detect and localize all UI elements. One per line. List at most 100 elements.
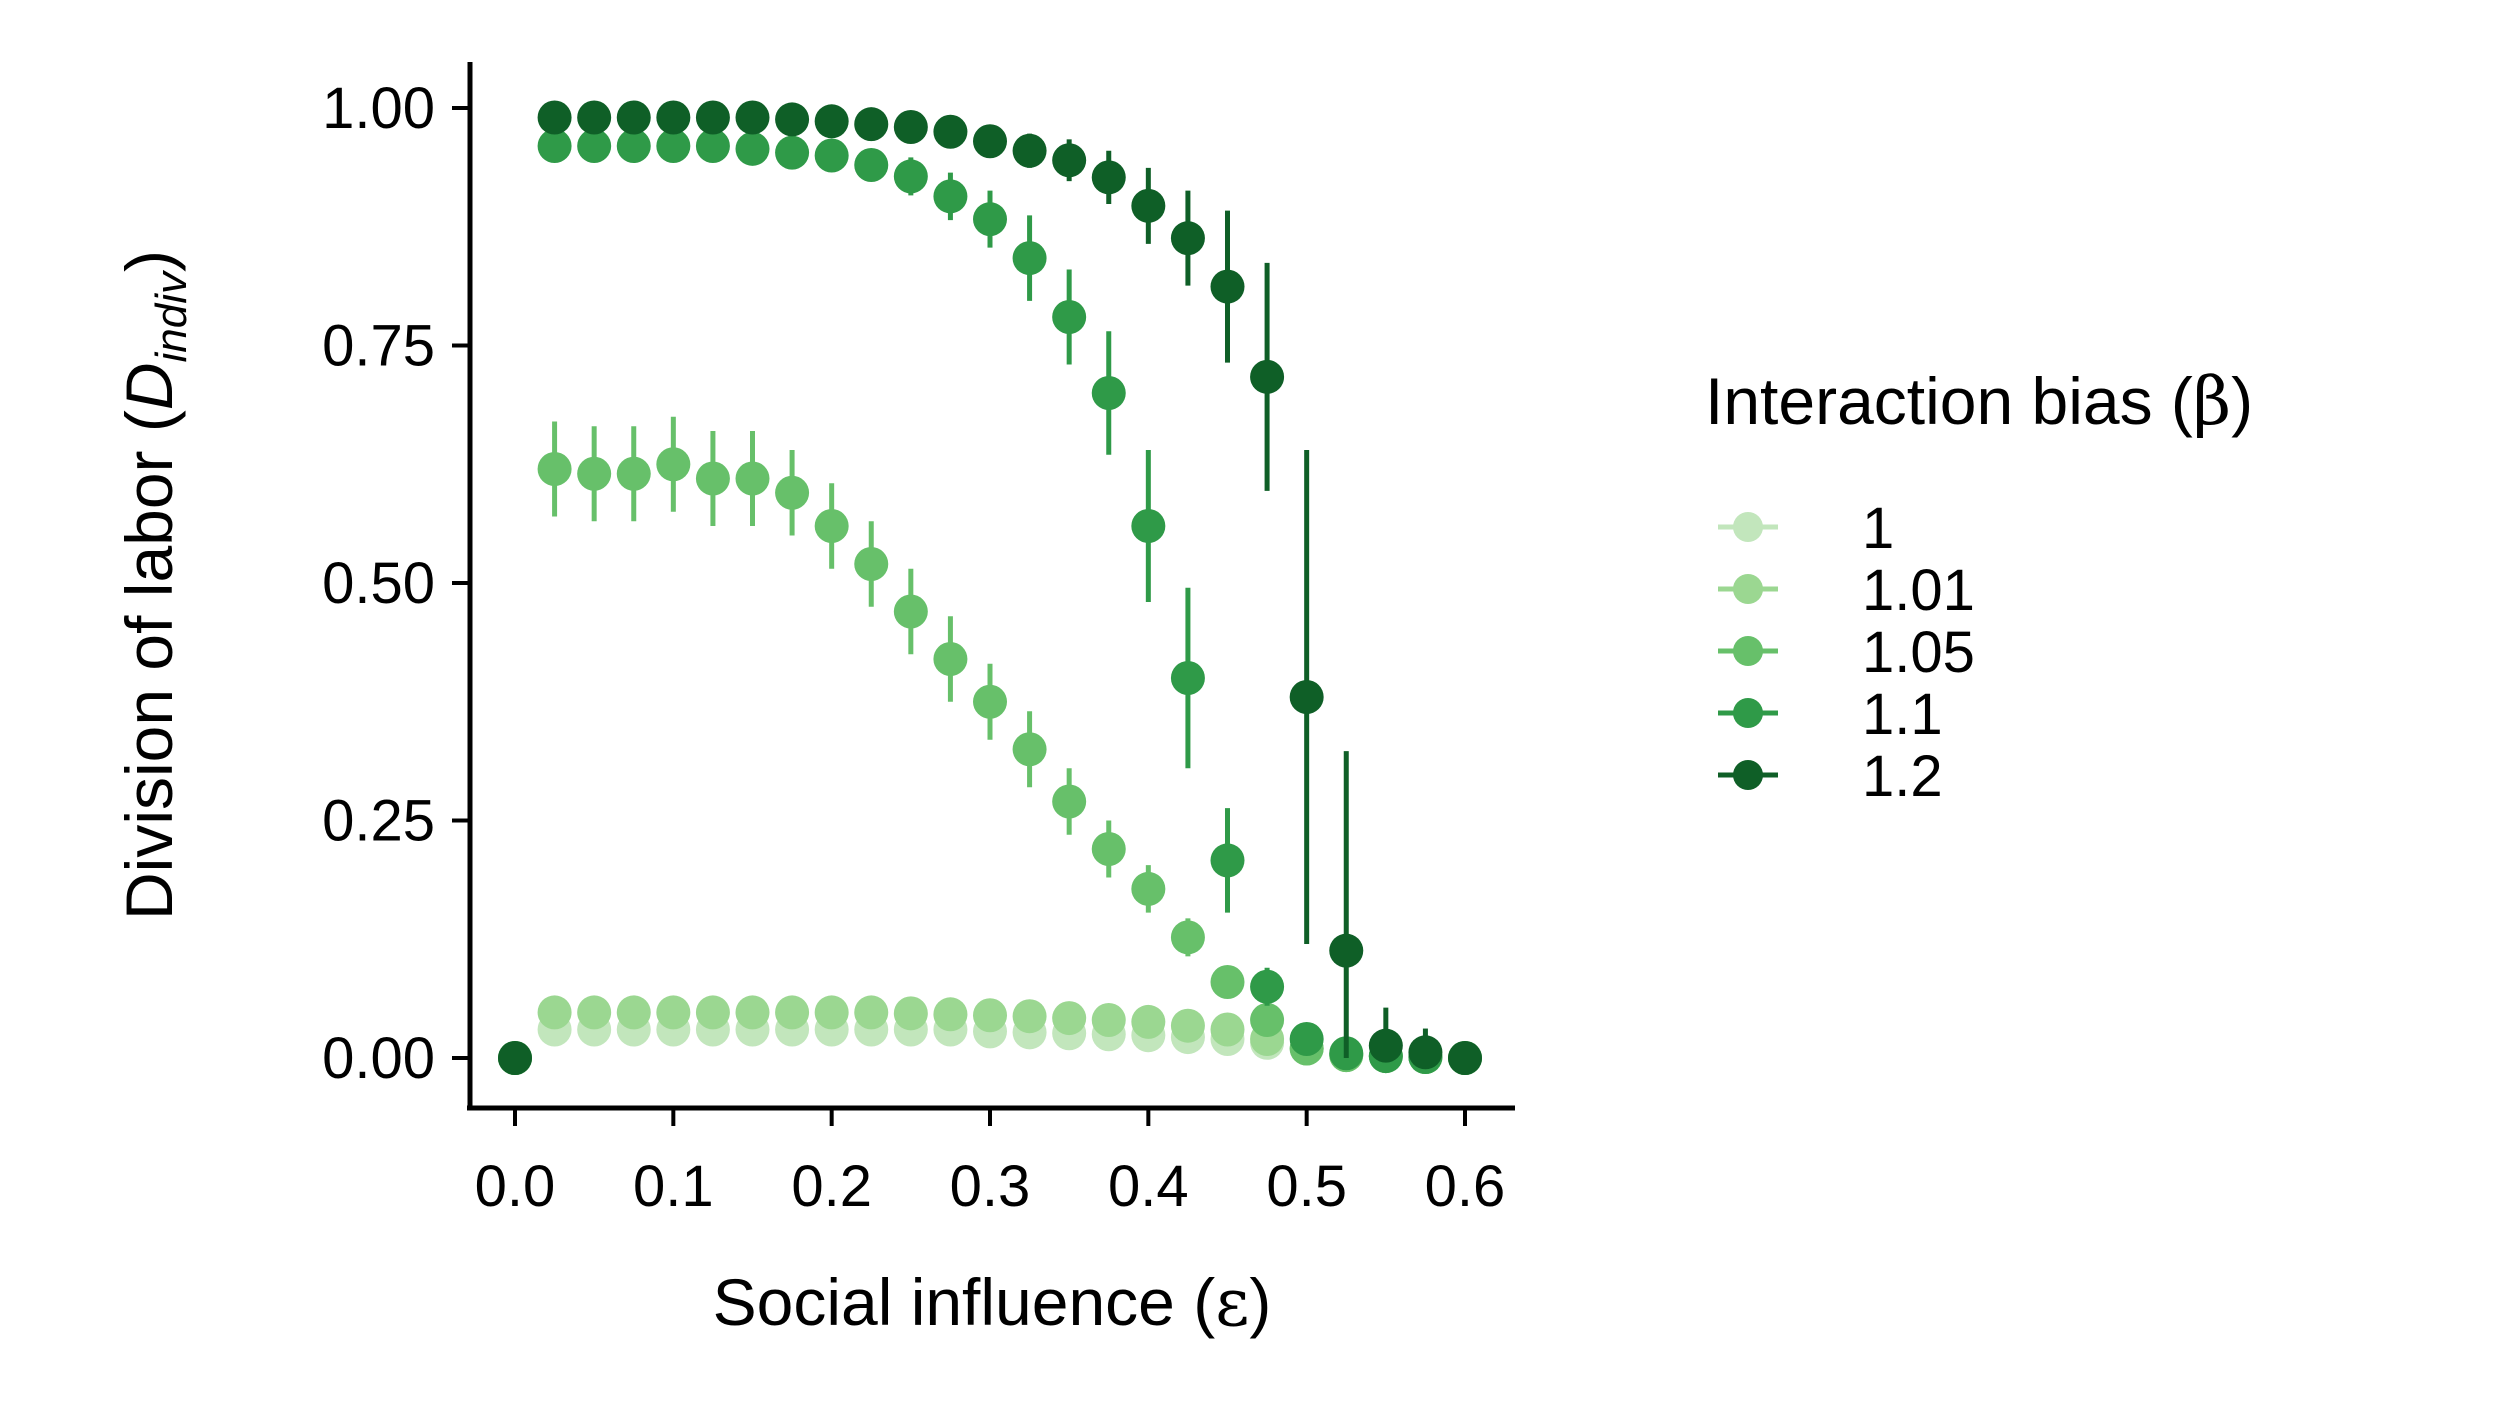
data-point (577, 995, 612, 1030)
data-point (1289, 1022, 1324, 1056)
legend-key-point (1733, 574, 1763, 604)
legend-item-1.01: 1.01 (1718, 558, 1975, 623)
data-point (1131, 871, 1166, 906)
data-point (1091, 832, 1126, 866)
data-point (973, 124, 1007, 159)
legend-title-symbol: β (2193, 363, 2231, 440)
data-point (775, 135, 810, 170)
data-point (735, 461, 770, 496)
data-point (656, 995, 691, 1030)
data-point (577, 100, 612, 135)
data-point (1170, 920, 1205, 955)
data-point (973, 998, 1007, 1033)
data-point (1250, 969, 1285, 1004)
legend-title: Interaction bias (β) (1705, 363, 2253, 440)
data-point (537, 995, 572, 1030)
x-tick-label: 0.3 (950, 1154, 1031, 1219)
legend-key-point (1733, 512, 1763, 542)
data-point (1131, 188, 1166, 223)
data-point (1368, 1028, 1403, 1063)
legend-key-point (1733, 698, 1763, 728)
data-point (616, 995, 651, 1030)
legend: 11.011.051.11.2 (1718, 496, 1975, 809)
y-tick-label: 1.00 (322, 76, 435, 141)
data-point (1012, 732, 1047, 767)
data-point (1131, 509, 1166, 543)
data-point (695, 461, 730, 496)
data-point (1250, 359, 1285, 394)
data-point (537, 129, 572, 163)
y-tick-label: 0.50 (322, 551, 435, 616)
y-tick-label: 0.75 (322, 314, 435, 379)
data-point (893, 594, 928, 629)
data-point (775, 475, 810, 510)
x-axis-title-symbol: ε (1215, 1264, 1249, 1341)
data-point (1210, 269, 1245, 304)
x-tick-label: 0.1 (633, 1154, 714, 1219)
data-point (735, 131, 770, 166)
data-point (1131, 1004, 1166, 1039)
data-point (1408, 1035, 1443, 1070)
legend-item-1.2: 1.2 (1718, 744, 1943, 809)
series-1.1 (498, 129, 1482, 1075)
data-marks (498, 100, 1482, 1075)
data-point (854, 107, 889, 142)
y-axis-title-var: D (112, 362, 186, 410)
data-point (1012, 999, 1047, 1034)
data-point (577, 456, 612, 491)
data-point (814, 995, 849, 1030)
data-point (775, 102, 810, 137)
legend-item-1.05: 1.05 (1718, 620, 1975, 685)
data-point (1170, 1008, 1205, 1043)
data-point (854, 148, 889, 182)
x-tick-label: 0.6 (1425, 1154, 1506, 1219)
series-1.05 (498, 416, 1482, 1075)
y-tick-label: 0.00 (322, 1026, 435, 1091)
data-point (695, 100, 730, 135)
data-point (973, 684, 1007, 719)
data-point (893, 159, 928, 194)
x-axis-title: Social influence (ε) (713, 1264, 1272, 1341)
data-point (854, 995, 889, 1030)
data-point (1012, 133, 1047, 168)
x-tick-label: 0.0 (475, 1154, 556, 1219)
data-point (1289, 680, 1324, 714)
data-point (1052, 300, 1087, 334)
data-point (1250, 1003, 1285, 1037)
data-point (933, 997, 968, 1032)
data-point (1091, 1003, 1126, 1037)
data-point (1210, 843, 1245, 878)
data-point (1052, 1001, 1087, 1036)
legend-label: 1.01 (1862, 558, 1975, 623)
y-tick-label: 0.25 (322, 789, 435, 854)
data-point (616, 456, 651, 491)
legend-key-point (1733, 760, 1763, 790)
legend-key-point (1733, 636, 1763, 666)
data-point (498, 1041, 532, 1075)
data-point (537, 452, 572, 486)
data-point (1091, 160, 1126, 195)
data-point (656, 447, 691, 482)
x-tick-label: 0.2 (791, 1154, 872, 1219)
data-point (1052, 784, 1087, 819)
legend-label: 1 (1862, 496, 1894, 561)
y-axis-title: Division of labor (Dindiv) (112, 250, 196, 920)
data-point (695, 995, 730, 1030)
series-1.2 (498, 100, 1482, 1075)
legend-label: 1.1 (1862, 682, 1943, 747)
data-point (1170, 661, 1205, 695)
data-point (814, 138, 849, 173)
data-point (695, 129, 730, 163)
data-point (1012, 241, 1047, 276)
y-axis-title-sub: indiv (147, 269, 196, 362)
data-point (616, 100, 651, 135)
x-tick-label: 0.5 (1266, 1154, 1347, 1219)
data-point (933, 179, 968, 214)
legend-label: 1.05 (1862, 620, 1975, 685)
legend-label: 1.2 (1862, 744, 1943, 809)
data-point (1448, 1041, 1482, 1075)
data-point (577, 129, 612, 163)
data-point (735, 995, 770, 1030)
data-point (933, 642, 968, 676)
